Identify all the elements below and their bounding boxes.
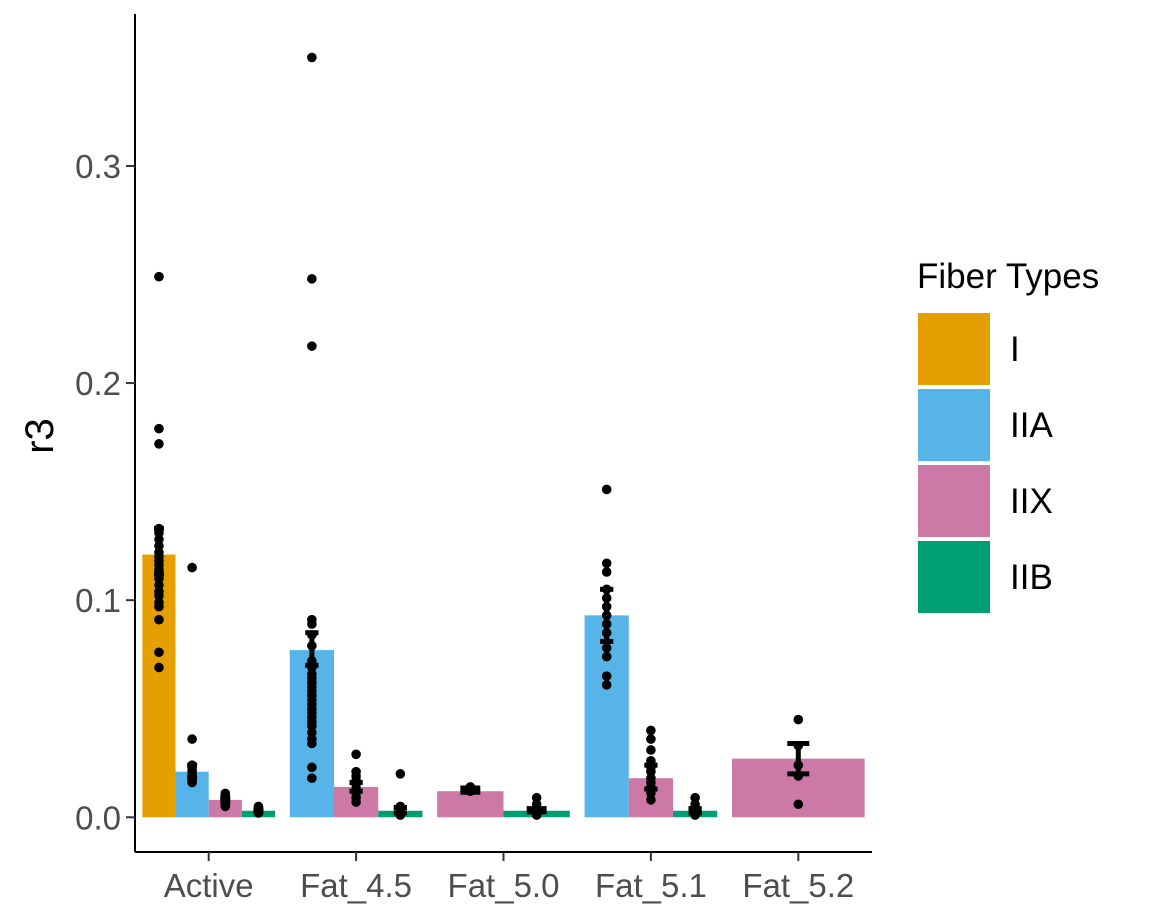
data-point-Fat_5.1-IIA-6 [601,610,612,621]
data-point-Fat_5.1-IIA-2 [601,567,612,577]
data-point-Fat_4.5-IIA-0 [307,52,317,63]
data-point-Active-I-1 [154,423,164,434]
data-point-Fat_5.1-IIX-2 [646,745,656,755]
data-point-Active-IIA-9 [187,777,197,788]
data-point-Active-IIX-6 [220,801,231,812]
legend-title: Fiber Types [917,257,1099,296]
data-point-Fat_5.1-IIA-0 [601,484,612,495]
data-point-Fat_5.1-IIA-12 [601,680,612,690]
data-point-Fat_4.5-IIA-2 [307,341,317,351]
data-point-Active-IIA-1 [187,734,197,744]
data-point-Fat_4.5-IIA-24 [307,738,317,749]
legend-key-IIB [918,541,990,613]
x-tick-label-3: Fat_5.1 [595,867,707,904]
data-point-Fat_5.2-IIX-0 [793,714,804,725]
data-point-Fat_5.1-IIA-10 [601,651,612,662]
data-point-Fat_4.5-IIB-0 [395,769,406,779]
legend-label-IIA: IIA [1010,406,1053,445]
data-point-Fat_4.5-IIX-0 [351,749,361,760]
x-tick-label-2: Fat_5.0 [448,867,560,904]
data-point-Fat_5.1-IIX-0 [646,725,656,736]
data-point-Fat_5.1-IIA-5 [601,601,612,612]
data-point-Fat_4.5-IIA-4 [307,619,317,629]
axes-layer: 0.0 0.1 0.2 0.3 Active Fat_4.5 Fat_5.0 Fat_5.1 F… [75,14,872,904]
data-point-Fat_5.2-IIX-2 [793,760,804,770]
data-point-Fat_5.1-IIX-1 [646,734,656,744]
data-point-Fat_4.5-IIA-1 [307,274,317,284]
data-point-Fat_5.1-IIA-1 [601,558,612,569]
data-point-Active-I-2 [154,439,164,449]
x-tick-label-4: Fat_5.2 [742,867,854,904]
data-point-Active-I-20 [154,647,164,658]
data-point-Active-I-0 [154,271,164,282]
bars-layer [142,554,865,818]
data-point-Fat_5.0-IIB-5 [531,810,542,820]
legend-label-IIB: IIB [1010,558,1053,597]
y-tick-label-0: 0.0 [75,799,121,836]
data-point-Fat_5.2-IIX-1 [793,740,804,751]
data-point-Fat_5.1-IIA-7 [601,619,612,629]
data-point-Fat_5.1-IIA-11 [601,671,612,681]
points-layer [154,52,804,820]
data-point-Fat_5.1-IIA-9 [601,643,612,653]
legend: Fiber Types I IIA IIX IIB [917,257,1099,613]
y-tick-label-3: 0.3 [75,148,121,185]
data-point-Fat_5.1-IIX-10 [646,795,656,805]
error-bars-layer [153,526,810,816]
x-tick-label-0: Active [164,867,254,904]
data-point-Fat_5.0-IIX-2 [465,786,476,797]
data-point-Fat_4.5-IIX-8 [351,797,361,807]
legend-label-I: I [1010,330,1020,369]
x-tick-label-1: Fat_4.5 [300,867,412,904]
legend-key-IIA [918,389,990,461]
data-point-Fat_4.5-IIA-25 [307,762,317,773]
data-point-Fat_5.2-IIX-4 [793,799,804,810]
legend-key-I [918,313,990,385]
legend-key-IIX [918,465,990,537]
data-point-Fat_5.1-IIB-5 [690,810,700,820]
data-point-Fat_5.1-IIA-4 [601,593,612,603]
data-point-Fat_5.2-IIX-3 [793,771,804,781]
y-axis-title: r3 [18,418,62,454]
data-point-Active-IIB-3 [253,808,264,818]
y-tick-label-2: 0.2 [75,365,121,402]
y-tick-label-1: 0.1 [75,582,121,619]
data-point-Fat_4.5-IIA-5 [307,630,317,640]
data-point-Fat_4.5-IIB-5 [395,810,406,820]
data-point-Fat_4.5-IIA-26 [307,773,317,783]
data-point-Fat_4.5-IIA-6 [307,640,317,651]
data-point-Active-I-18 [154,601,164,612]
data-point-Active-I-19 [154,614,164,625]
legend-label-IIX: IIX [1010,482,1053,521]
data-point-Fat_5.1-IIA-3 [601,584,612,595]
data-point-Active-IIA-0 [187,562,197,573]
data-point-Fat_5.1-IIA-8 [601,627,612,638]
data-point-Active-I-21 [154,662,164,673]
